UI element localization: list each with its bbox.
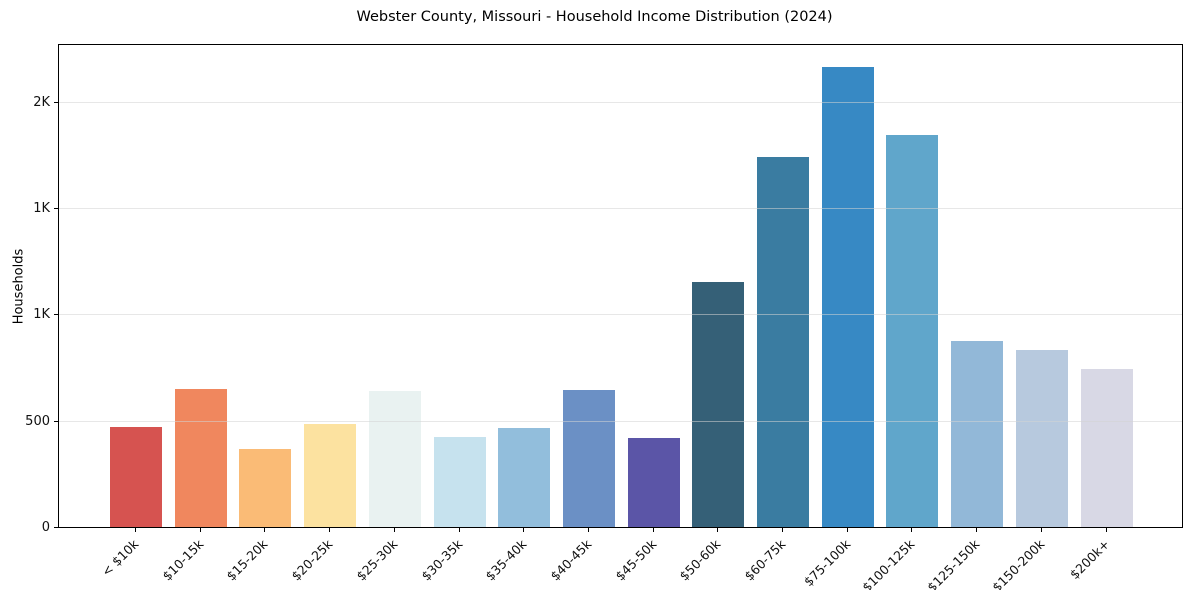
x-tick-mark bbox=[782, 528, 783, 532]
bar-$100-125k bbox=[886, 135, 939, 527]
bar-$200k+ bbox=[1080, 369, 1133, 527]
bar-$50-60k bbox=[692, 282, 745, 527]
x-tick-label-text: $150-200k bbox=[988, 536, 1048, 590]
x-tick-label-text: $100-125k bbox=[859, 536, 918, 590]
y-tick-label: 2K bbox=[33, 94, 50, 110]
bar-$25-30k bbox=[368, 391, 421, 527]
bar-< $10k bbox=[110, 427, 162, 527]
bar-$60-75k bbox=[757, 157, 809, 527]
x-tick-label-text: $10-15k bbox=[159, 536, 207, 584]
x-tick-mark bbox=[135, 528, 136, 532]
bar-$150-200k bbox=[1015, 349, 1068, 527]
bar-$20-25k bbox=[304, 423, 357, 527]
x-tick-mark bbox=[717, 528, 719, 532]
x-tick-mark bbox=[587, 528, 589, 532]
x-tick-mark bbox=[199, 528, 201, 532]
y-tick-label: 1K bbox=[33, 307, 50, 323]
x-tick-mark bbox=[1105, 528, 1107, 532]
x-tick-mark bbox=[652, 528, 654, 532]
x-tick-label-text: $75-100k bbox=[800, 536, 854, 590]
x-tick-mark bbox=[329, 528, 331, 532]
x-tick-label-text: < $10k bbox=[98, 536, 142, 580]
bar-$35-40k bbox=[498, 427, 551, 527]
bar-$15-20k bbox=[239, 448, 292, 527]
gridline bbox=[59, 101, 1182, 103]
gridline bbox=[59, 420, 1182, 422]
x-tick-label-text: $200k+ bbox=[1066, 536, 1112, 583]
x-tick-label-text: $40-45k bbox=[547, 536, 595, 584]
bar-$75-100k bbox=[821, 67, 874, 527]
y-tick-label: 1K bbox=[33, 201, 50, 217]
y-tick-mark bbox=[54, 527, 58, 528]
x-tick-mark bbox=[1040, 528, 1042, 532]
x-tick-label-text: $30-35k bbox=[417, 536, 465, 584]
x-tick-label-text: $20-25k bbox=[288, 536, 336, 584]
bar-$30-35k bbox=[433, 436, 486, 527]
x-tick-label-text: $25-30k bbox=[353, 536, 401, 584]
y-tick-mark bbox=[54, 101, 58, 103]
y-tick-mark bbox=[54, 314, 58, 316]
x-tick-label-text: $50-60k bbox=[676, 536, 724, 584]
bar-$125-150k bbox=[951, 341, 1004, 527]
chart-title: Webster County, Missouri - Household Inc… bbox=[356, 9, 833, 25]
gridline bbox=[59, 314, 1182, 316]
x-tick-mark bbox=[264, 528, 266, 532]
gridline bbox=[59, 208, 1182, 210]
x-tick-label-text: $60-75k bbox=[741, 536, 789, 584]
x-tick-mark bbox=[846, 528, 848, 532]
x-tick-mark bbox=[523, 528, 525, 532]
y-tick-label: 500 bbox=[25, 413, 50, 429]
x-tick-label-text: $125-150k bbox=[924, 536, 983, 590]
x-tick-label-text: $35-40k bbox=[482, 536, 530, 584]
y-tick-label: 0 bbox=[41, 520, 50, 535]
bar-$45-50k bbox=[627, 438, 680, 527]
x-tick-label-text: $15-20k bbox=[223, 536, 271, 584]
bar-$10-15k bbox=[174, 389, 227, 527]
y-tick-mark bbox=[54, 208, 58, 210]
bar-$40-45k bbox=[562, 389, 615, 527]
x-tick-mark bbox=[458, 528, 460, 532]
x-tick-mark bbox=[911, 528, 913, 532]
x-tick-mark bbox=[976, 528, 978, 532]
plot-area bbox=[58, 44, 1183, 528]
x-tick-label-text: $45-50k bbox=[611, 536, 659, 584]
x-tick-mark bbox=[393, 528, 395, 532]
y-tick-mark bbox=[54, 420, 58, 422]
